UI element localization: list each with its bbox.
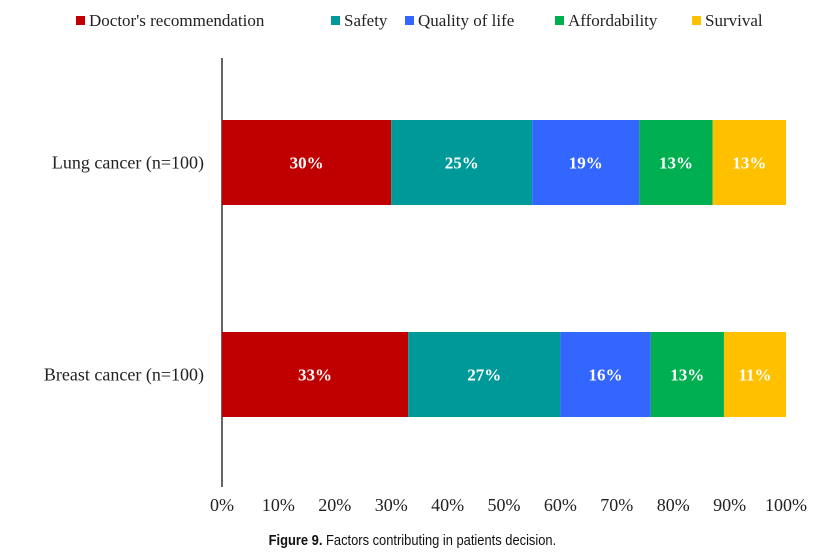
x-axis-ticks: 0% 10% 20% 30% 40% 50% 60% 70% 80% 90% 100% xyxy=(210,495,807,515)
x-tick-label: 10% xyxy=(262,495,295,515)
bar-value-label: 19% xyxy=(569,154,603,173)
bar-value-label: 13% xyxy=(732,154,766,173)
bar-value-label: 16% xyxy=(589,366,623,385)
figure-caption: Figure 9. Factors contributing in patien… xyxy=(58,532,768,549)
legend-swatch xyxy=(692,16,701,25)
bar-segment xyxy=(560,332,651,417)
x-tick-label: 50% xyxy=(488,495,521,515)
legend-swatch xyxy=(331,16,340,25)
bar-segment xyxy=(408,332,561,417)
x-tick-label: 100% xyxy=(765,495,807,515)
legend-label: Doctor's recommendation xyxy=(89,11,265,30)
category-labels: Lung cancer (n=100) Breast cancer (n=100) xyxy=(44,153,204,386)
bar-segment xyxy=(712,120,786,205)
legend-label: Survival xyxy=(705,11,763,30)
bar-segment xyxy=(391,120,533,205)
caption-text: Factors contributing in patients decisio… xyxy=(322,532,557,549)
bar-segment xyxy=(723,332,786,417)
x-tick-label: 90% xyxy=(713,495,746,515)
bars-group: 30% 25% 19% 13% 13% 33% 27% 16% 13% 11% xyxy=(222,120,786,417)
legend-swatch xyxy=(76,16,85,25)
x-tick-label: 30% xyxy=(375,495,408,515)
stacked-bar-chart: Doctor's recommendation Safety Quality of … xyxy=(44,11,807,515)
bar-value-label: 11% xyxy=(738,366,771,385)
bar-segment xyxy=(650,332,724,417)
caption-prefix: Figure 9. xyxy=(268,532,323,549)
x-tick-label: 20% xyxy=(318,495,351,515)
bar-value-label: 30% xyxy=(290,154,324,173)
legend-label: Affordability xyxy=(568,11,658,30)
x-tick-label: 80% xyxy=(657,495,690,515)
x-tick-label: 70% xyxy=(600,495,633,515)
bar-value-label: 13% xyxy=(670,366,704,385)
legend-swatch xyxy=(405,16,414,25)
bar-value-label: 13% xyxy=(659,154,693,173)
x-tick-label: 0% xyxy=(210,495,234,515)
category-label: Lung cancer (n=100) xyxy=(52,153,204,174)
legend-label: Safety xyxy=(344,11,388,30)
legend-label: Quality of life xyxy=(418,11,514,30)
category-label: Breast cancer (n=100) xyxy=(44,365,204,386)
bar-value-label: 33% xyxy=(298,366,332,385)
bar-segment xyxy=(532,120,640,205)
bar-segment xyxy=(639,120,713,205)
chart-legend: Doctor's recommendation Safety Quality of … xyxy=(76,11,763,30)
bar-value-label: 25% xyxy=(445,154,479,173)
x-tick-label: 60% xyxy=(544,495,577,515)
bar-value-label: 27% xyxy=(467,366,501,385)
bar-segment xyxy=(222,332,409,417)
x-tick-label: 40% xyxy=(431,495,464,515)
bar-segment xyxy=(222,120,392,205)
legend-swatch xyxy=(555,16,564,25)
